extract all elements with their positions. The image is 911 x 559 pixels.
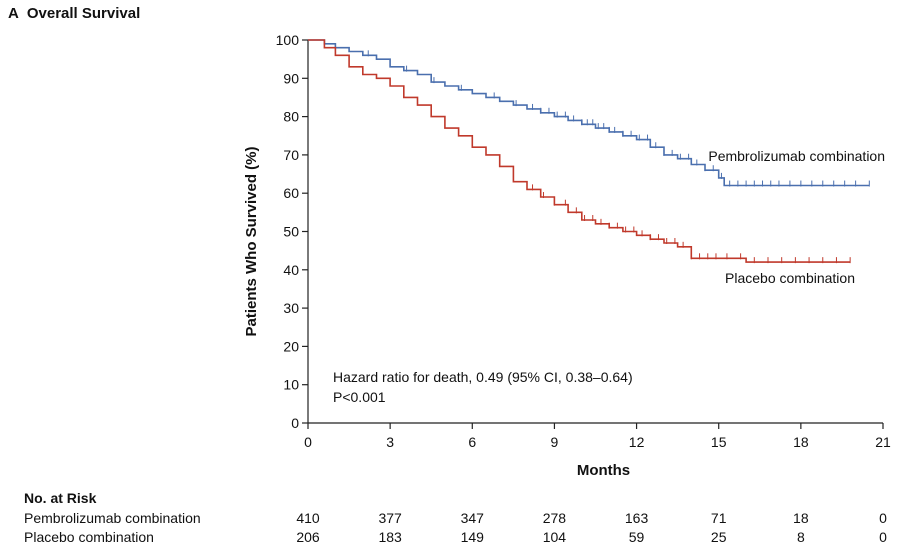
y-tick-label: 70 (283, 147, 299, 163)
y-tick-label: 100 (276, 32, 300, 48)
x-tick-label: 0 (304, 434, 312, 450)
y-tick-label: 90 (283, 70, 299, 86)
risk-cell: 377 (378, 510, 402, 526)
panel-letter: A (8, 5, 19, 22)
risk-cell: 71 (710, 510, 727, 526)
survival-curve-placebo (308, 39, 851, 263)
hazard-annotation-line: P<0.001 (333, 389, 386, 405)
y-tick-label: 30 (283, 300, 299, 316)
risk-cell: 206 (296, 529, 320, 545)
risk-cell: 8 (796, 529, 805, 545)
x-tick-label: 21 (875, 434, 891, 450)
risk-cell: 0 (879, 529, 887, 545)
y-tick-label: 20 (283, 338, 299, 354)
risk-cell: 149 (460, 529, 484, 545)
y-axis-label: Patients Who Survived (%) (243, 146, 260, 336)
y-tick-label: 10 (283, 377, 299, 393)
series-label-placebo: Placebo combination (725, 270, 855, 286)
risk-cell: 18 (793, 510, 809, 526)
x-tick-label: 3 (386, 434, 394, 450)
y-tick-label: 80 (283, 109, 299, 125)
risk-cell: 183 (378, 529, 402, 545)
risk-cell: 59 (628, 529, 645, 545)
hazard-annotation-line: Hazard ratio for death, 0.49 (95% CI, 0.… (333, 369, 633, 385)
series-label-pembrolizumab: Pembrolizumab combination (708, 148, 885, 164)
risk-row-label: Placebo combination (24, 529, 154, 545)
risk-table: No. at Risk Pembrolizumab combination 410… (0, 488, 911, 548)
x-axis-label: Months (577, 462, 630, 479)
risk-table-title: No. at Risk (24, 490, 97, 506)
risk-row-label: Pembrolizumab combination (24, 510, 201, 526)
y-tick-label: 40 (283, 262, 299, 278)
figure-title: A Overall Survival (8, 5, 140, 22)
risk-cell: 0 (879, 510, 887, 526)
risk-cell: 163 (624, 510, 649, 526)
x-tick-label: 6 (468, 434, 476, 450)
risk-cell: 410 (296, 510, 320, 526)
risk-cell: 347 (460, 510, 484, 526)
risk-cell: 104 (542, 529, 567, 545)
x-tick-label: 9 (551, 434, 559, 450)
y-tick-label: 50 (283, 224, 299, 240)
km-chart: 0 10 20 30 40 50 60 70 80 90 100 0 3 6 9 12 15 18 21 Months… (243, 32, 891, 479)
x-tick-label: 12 (629, 434, 645, 450)
y-tick-label: 0 (291, 415, 299, 431)
y-tick-label: 60 (283, 185, 299, 201)
x-tick-label: 18 (793, 434, 809, 450)
panel-title: Overall Survival (26, 5, 141, 22)
risk-cell: 25 (710, 529, 727, 545)
x-tick-label: 15 (711, 434, 727, 450)
risk-cell: 278 (542, 510, 567, 526)
